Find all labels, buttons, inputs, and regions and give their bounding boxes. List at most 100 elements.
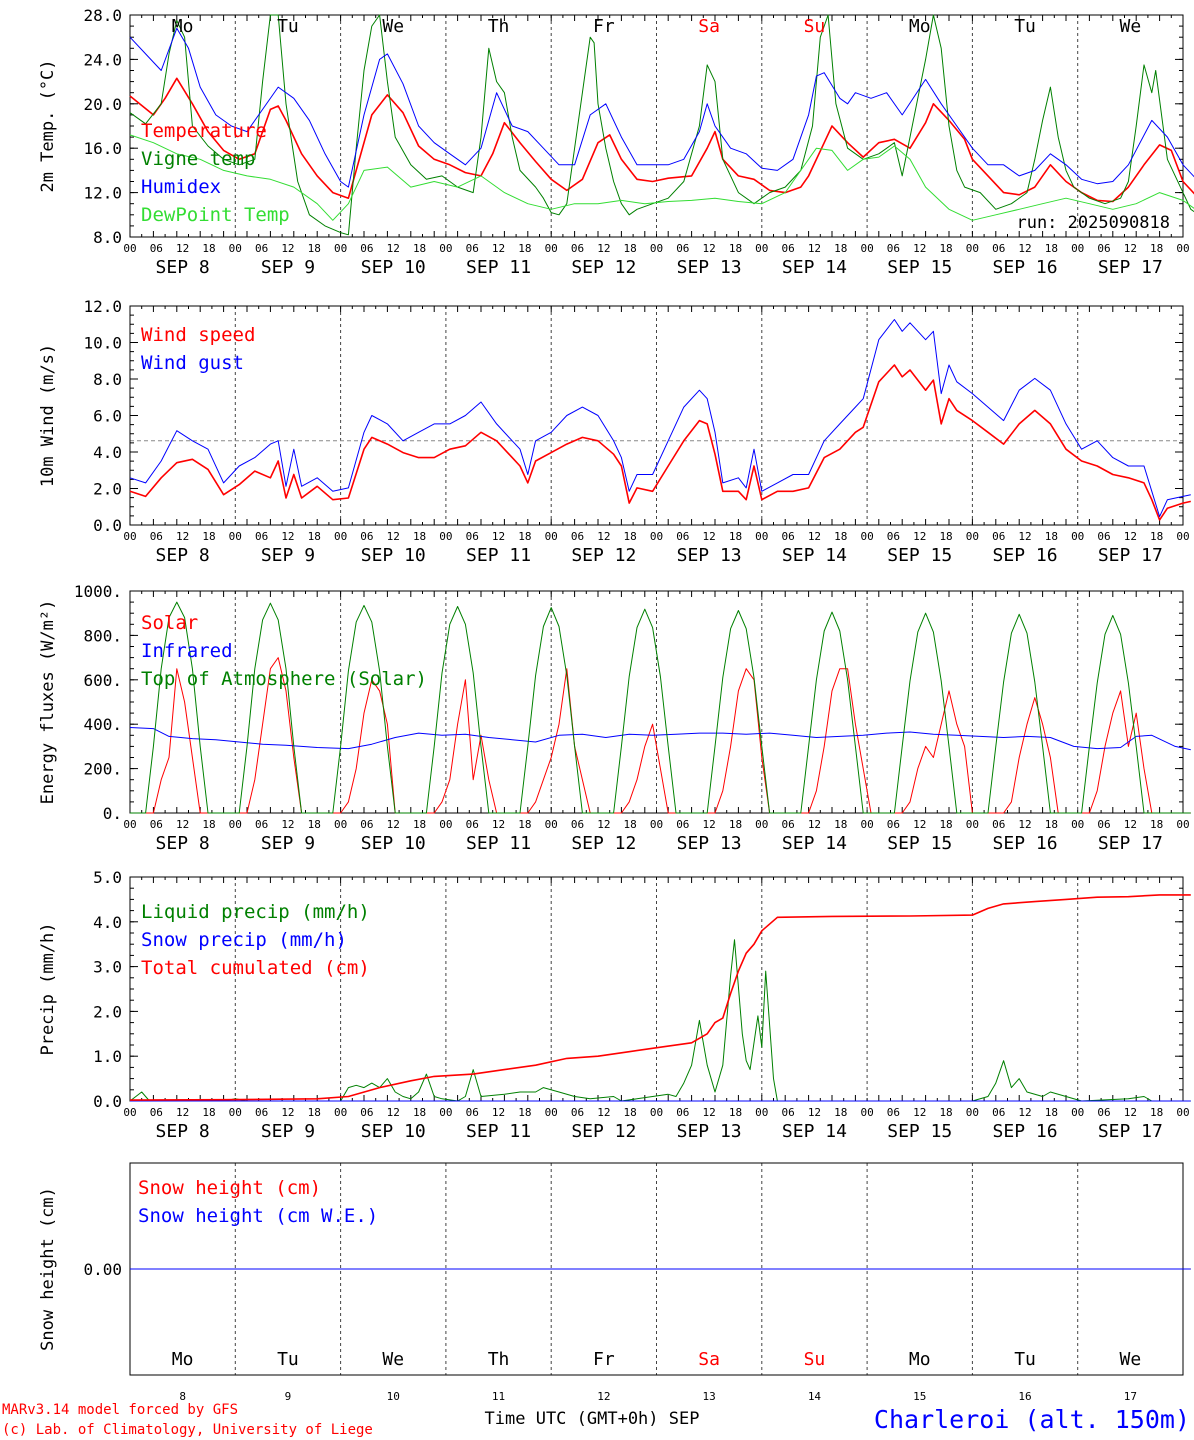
y-tick-label: 28.0 [83, 6, 122, 25]
date-label: SEP 10 [361, 545, 426, 566]
series-line [129, 14, 1194, 236]
hour-tick-label: 12 [176, 242, 189, 255]
hour-tick-label: 12 [597, 818, 610, 831]
hour-tick-label: 00 [1176, 530, 1189, 543]
hour-tick-label: 06 [466, 242, 479, 255]
hour-tick-label: 18 [834, 818, 847, 831]
legend-entry: Wind speed [141, 324, 255, 346]
hour-tick-label: 00 [334, 530, 347, 543]
y-axis-label: Energy fluxes (W/m²) [38, 600, 58, 805]
y-tick-label: 12.0 [83, 184, 122, 203]
weekday-label: Th [488, 1349, 510, 1370]
hour-tick-label: 12 [492, 242, 505, 255]
hour-tick-label: 12 [703, 1106, 716, 1119]
hour-tick-label: 06 [887, 1106, 900, 1119]
hour-tick-label: 18 [202, 818, 215, 831]
hour-tick-label: 18 [729, 1106, 742, 1119]
hour-tick-label: 12 [1018, 818, 1031, 831]
hour-tick-label: 06 [150, 818, 163, 831]
y-tick-label: 0.0 [93, 516, 122, 535]
day-number-label: 11 [492, 1390, 505, 1403]
date-label: SEP 16 [993, 1121, 1058, 1142]
hour-tick-label: 00 [650, 242, 663, 255]
hour-tick-label: 18 [939, 242, 952, 255]
hour-tick-label: 18 [413, 1106, 426, 1119]
day-number-label: 15 [913, 1390, 926, 1403]
series-line [130, 601, 1191, 814]
hour-tick-label: 06 [887, 530, 900, 543]
hour-tick-label: 18 [308, 242, 321, 255]
day-number-label: 9 [285, 1390, 292, 1403]
legend-entry: DewPoint Temp [141, 204, 290, 226]
hour-tick-label: 12 [808, 1106, 821, 1119]
date-label: SEP 11 [466, 1121, 531, 1142]
hour-tick-label: 18 [624, 530, 637, 543]
y-tick-label: 0.0 [93, 1092, 122, 1111]
hour-tick-label: 06 [782, 818, 795, 831]
date-label: SEP 13 [677, 257, 742, 278]
weekday-label: Mo [909, 1349, 931, 1370]
hour-tick-label: 18 [308, 1106, 321, 1119]
y-tick-label: 8.0 [93, 370, 122, 389]
y-axis-label: 2m Temp. (°C) [38, 59, 58, 192]
hour-tick-label: 00 [229, 242, 242, 255]
date-label: SEP 8 [156, 833, 210, 854]
hour-tick-label: 18 [624, 818, 637, 831]
hour-tick-label: 06 [992, 1106, 1005, 1119]
panel-4: 00 06 12 18 00 06 12 18 00 06 12 18 00 06 12 18 00 06 12 18… [38, 868, 1191, 1142]
day-number-label: 17 [1124, 1390, 1137, 1403]
hour-tick-label: 12 [1124, 242, 1137, 255]
hour-tick-label: 12 [703, 818, 716, 831]
date-label: SEP 13 [677, 545, 742, 566]
series-line [129, 894, 1191, 1101]
date-label: SEP 16 [993, 545, 1058, 566]
hour-tick-label: 06 [782, 530, 795, 543]
hour-tick-label: 00 [966, 1106, 979, 1119]
hour-tick-label: 06 [992, 818, 1005, 831]
hour-tick-label: 18 [939, 530, 952, 543]
hour-tick-label: 00 [755, 242, 768, 255]
hour-tick-label: 06 [360, 242, 373, 255]
hour-tick-label: 18 [1150, 242, 1163, 255]
date-label: SEP 8 [156, 1121, 210, 1142]
date-label: SEP 17 [1098, 257, 1163, 278]
hour-tick-label: 06 [571, 818, 584, 831]
weekday-label: Fr [593, 1349, 615, 1370]
date-label: SEP 9 [261, 257, 315, 278]
hour-tick-label: 18 [729, 242, 742, 255]
hour-tick-label: 12 [281, 818, 294, 831]
hour-tick-label: 12 [808, 818, 821, 831]
hour-tick-label: 18 [518, 1106, 531, 1119]
run-label: run: 2025090818 [1016, 213, 1170, 233]
hour-tick-label: 00 [334, 242, 347, 255]
hour-tick-label: 06 [992, 242, 1005, 255]
hour-tick-label: 12 [1018, 530, 1031, 543]
hour-tick-label: 12 [1124, 530, 1137, 543]
hour-tick-label: 00 [860, 1106, 873, 1119]
hour-tick-label: 00 [123, 818, 136, 831]
weekday-label: Mo [172, 16, 194, 37]
legend-entry: Humidex [141, 176, 221, 198]
hour-tick-label: 18 [1045, 530, 1058, 543]
panel-1: 00 06 12 18 00 06 12 18 00 06 12 18 00 06 12 18 00 06 12 18… [38, 6, 1194, 278]
hour-tick-label: 12 [492, 1106, 505, 1119]
hour-tick-label: 12 [597, 1106, 610, 1119]
hour-tick-label: 06 [466, 530, 479, 543]
legend-entry: Snow height (cm W.E.) [138, 1205, 378, 1227]
hour-tick-label: 00 [229, 530, 242, 543]
weekday-label: Sa [698, 1349, 720, 1370]
weekday-label: Tu [277, 16, 299, 37]
hour-tick-label: 00 [650, 530, 663, 543]
model-credit: MARv3.14 model forced by GFS [2, 1402, 238, 1418]
hour-tick-label: 06 [360, 818, 373, 831]
day-number-label: 10 [387, 1390, 400, 1403]
date-label: SEP 9 [261, 833, 315, 854]
hour-tick-label: 06 [255, 530, 268, 543]
hour-tick-label: 12 [281, 1106, 294, 1119]
date-label: SEP 13 [677, 833, 742, 854]
date-label: SEP 14 [782, 257, 847, 278]
legend-entry: Solar [141, 612, 198, 634]
legend-entry: Top of Atmosphere (Solar) [141, 668, 427, 690]
hour-tick-label: 18 [413, 818, 426, 831]
